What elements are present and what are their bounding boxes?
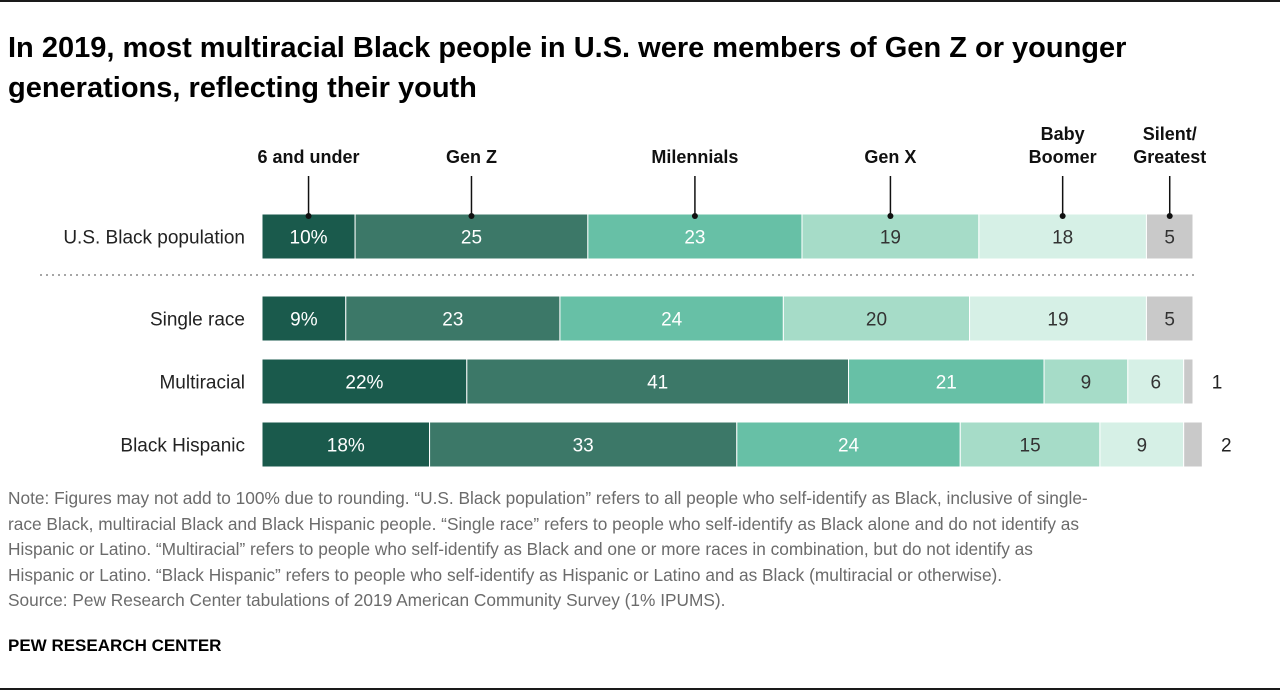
data-label: 10% xyxy=(290,228,328,249)
note-line: Note: Figures may not add to 100% due to… xyxy=(8,488,1088,508)
legend-label: Silent/ xyxy=(1143,124,1197,144)
data-label: 19 xyxy=(1047,310,1068,331)
data-label: 1 xyxy=(1212,373,1223,394)
chart-note: Note: Figures may not add to 100% due to… xyxy=(8,486,1276,614)
brand-logo-text: PEW RESEARCH CENTER xyxy=(8,636,222,655)
bar-segment xyxy=(959,421,1101,468)
data-label: 9 xyxy=(1137,436,1148,457)
data-label: 21 xyxy=(936,373,957,394)
data-label: 5 xyxy=(1164,310,1175,331)
bar-segment xyxy=(1043,358,1129,405)
legend-leader-dot xyxy=(468,213,475,219)
data-label: 23 xyxy=(442,310,463,331)
data-label: 22% xyxy=(345,373,383,394)
note-line: race Black, multiracial Black and Black … xyxy=(8,513,1080,534)
bar-segment xyxy=(1145,295,1194,342)
legend-leader-dot xyxy=(305,213,312,219)
bar-segment xyxy=(466,358,850,405)
source-line: Source: Pew Research Center tabulations … xyxy=(8,590,726,611)
bar-segment xyxy=(1183,358,1194,405)
row-label: Multiracial xyxy=(159,373,245,394)
legend-label: Baby xyxy=(1041,124,1085,144)
data-label: 18% xyxy=(327,436,365,457)
legend-leader-dot xyxy=(1059,213,1066,219)
legend-leader-dot xyxy=(1166,213,1173,219)
bar-segment xyxy=(345,295,561,342)
top-rule xyxy=(0,0,1280,2)
bar-segment xyxy=(782,295,971,342)
legend-label: 6 and under xyxy=(258,147,360,167)
data-label: 24 xyxy=(661,310,683,331)
note-line: Hispanic or Latino. “Black Hispanic” ref… xyxy=(8,564,1003,585)
data-label: 9 xyxy=(1081,373,1092,394)
data-label: 20 xyxy=(866,310,887,331)
legend-leader-dot xyxy=(691,213,698,219)
bar-segment xyxy=(978,213,1147,260)
data-label: 2 xyxy=(1221,436,1232,457)
data-label: 25 xyxy=(461,228,482,249)
chart-title: In 2019, most multiracial Black people i… xyxy=(8,32,1127,104)
note-line: Hispanic or Latino. “Multiracial” refers… xyxy=(8,539,1033,560)
row-label: Single race xyxy=(150,310,245,331)
legend-label: Gen X xyxy=(864,147,916,167)
bar-segment xyxy=(1183,421,1203,468)
legend-leader-dot xyxy=(887,213,894,219)
bar-segment xyxy=(261,213,356,260)
bar-segment xyxy=(1099,421,1185,468)
bar-segment xyxy=(801,213,980,260)
bar-segment xyxy=(429,421,738,468)
legend-label: Milennials xyxy=(651,147,738,167)
bar-segment xyxy=(261,295,347,342)
data-label: 15 xyxy=(1020,436,1041,457)
data-label: 5 xyxy=(1164,228,1175,249)
data-label: 41 xyxy=(647,373,668,394)
bottom-rule xyxy=(0,688,1280,690)
data-label: 24 xyxy=(838,436,860,457)
legend-label: Gen Z xyxy=(446,147,497,167)
bar-segment xyxy=(1127,358,1185,405)
bar-segment xyxy=(261,421,431,468)
data-label: 9% xyxy=(290,310,318,331)
bar-segment xyxy=(354,213,589,260)
bar-segment xyxy=(736,421,961,468)
data-label: 33 xyxy=(573,436,594,457)
legend-label: Boomer xyxy=(1029,147,1097,167)
data-label: 23 xyxy=(684,228,705,249)
row-label: U.S. Black population xyxy=(63,228,245,249)
data-label: 19 xyxy=(880,228,901,249)
data-label: 6 xyxy=(1150,373,1161,394)
data-label: 18 xyxy=(1052,228,1073,249)
row-label: Black Hispanic xyxy=(120,436,245,457)
bar-segment xyxy=(1145,213,1194,260)
legend-label: Greatest xyxy=(1133,147,1206,167)
stacked-bar-chart: U.S. Black population 10% 25 23 19 18 5Single … xyxy=(40,124,1232,468)
